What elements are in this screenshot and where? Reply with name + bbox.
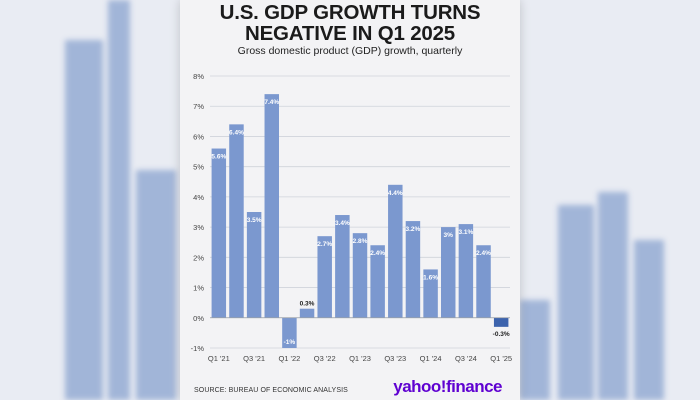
bar	[458, 224, 474, 318]
source-note: SOURCE: BUREAU OF ECONOMIC ANALYSIS	[194, 387, 348, 394]
bar	[388, 184, 403, 318]
data-label: 6.4%	[229, 129, 244, 136]
x-tick-label: Q1 '22	[278, 354, 300, 363]
data-label: 2.4%	[370, 250, 385, 257]
y-tick-label: -1%	[191, 344, 205, 353]
data-label: -1%	[284, 339, 296, 346]
bar	[441, 227, 456, 318]
data-label: 3.2%	[406, 226, 421, 233]
x-tick-label: Q1 '24	[420, 354, 442, 363]
bar	[352, 233, 368, 318]
data-label: 3.1%	[458, 229, 473, 236]
data-label: 5.6%	[211, 154, 226, 161]
y-tick-label: 7%	[193, 102, 204, 111]
y-tick-label: 0%	[193, 314, 204, 323]
bar	[423, 269, 438, 318]
x-tick-label: Q3 '24	[455, 354, 477, 363]
bar	[335, 215, 350, 318]
bar	[317, 236, 332, 318]
data-label: 2.8%	[353, 238, 368, 245]
chart-card: U.S. GDP GROWTH TURNS NEGATIVE IN Q1 202…	[180, 0, 520, 400]
x-tick-label: Q1 '25	[490, 354, 512, 363]
chart-title-line1: U.S. GDP GROWTH TURNS	[219, 1, 481, 24]
data-label: 7.4%	[264, 99, 279, 106]
bar	[264, 94, 279, 318]
y-tick-label: 6%	[193, 132, 204, 141]
data-label: 4.4%	[388, 190, 403, 197]
y-tick-label: 8%	[193, 72, 204, 81]
y-tick-label: 3%	[193, 223, 204, 232]
bar	[246, 212, 262, 318]
data-label: 3.5%	[247, 217, 262, 224]
gdp-bar-chart: -1% 0% 1% 2% 3% 4% 5% 6% 7% 8% 5.6% 6.4% 3.5% 7.4% -1%…	[191, 72, 512, 363]
bar	[211, 148, 227, 318]
data-label: 2.7%	[317, 241, 332, 248]
y-tick-label: 1%	[193, 284, 204, 293]
bar	[493, 317, 509, 327]
chart-subtitle: Gross domestic product (GDP) growth, qua…	[237, 45, 463, 57]
y-tick-label: 5%	[193, 163, 204, 172]
x-tick-label: Q1 '21	[208, 354, 230, 363]
x-tick-label: Q3 '23	[384, 354, 406, 363]
bar	[282, 317, 297, 348]
bar	[476, 245, 491, 318]
chart-title-line2: NEGATIVE IN Q1 2025	[244, 22, 455, 45]
x-tick-label: Q3 '21	[243, 354, 265, 363]
bar	[229, 124, 244, 318]
bar	[370, 245, 385, 318]
data-label: 2.4%	[476, 250, 491, 257]
chart-title: U.S. GDP GROWTH TURNS NEGATIVE IN Q1 202…	[180, 2, 520, 44]
x-tick-label: Q1 '23	[349, 354, 371, 363]
data-label: 3.4%	[335, 220, 350, 227]
data-label: 3%	[444, 232, 454, 239]
y-tick-label: 4%	[193, 193, 204, 202]
y-tick-label: 2%	[193, 253, 204, 262]
bar	[299, 308, 315, 318]
data-label: 0.3%	[300, 301, 315, 308]
data-label: -0.3%	[493, 331, 510, 338]
yahoo-finance-logo: yahoo!finance	[393, 377, 502, 396]
x-tick-label: Q3 '22	[314, 354, 336, 363]
bar	[405, 221, 421, 318]
data-label: 1.6%	[423, 274, 438, 281]
